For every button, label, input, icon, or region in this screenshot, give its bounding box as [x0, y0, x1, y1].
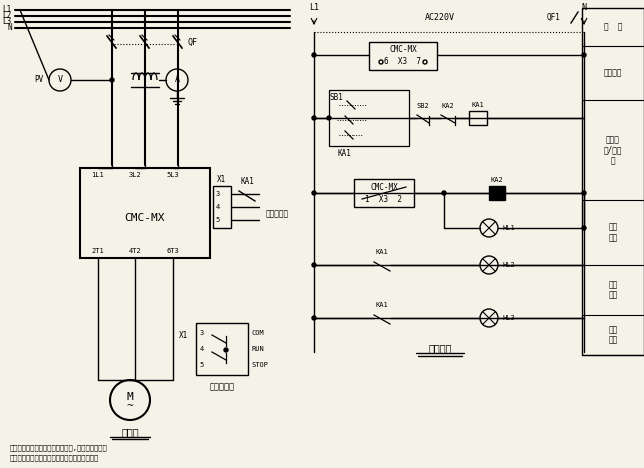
Text: L2: L2 — [3, 12, 12, 21]
Text: QF1: QF1 — [547, 13, 561, 22]
Text: 运行
指示: 运行 指示 — [609, 280, 618, 300]
Text: 停止
指示: 停止 指示 — [609, 325, 618, 345]
Text: KA1: KA1 — [375, 302, 388, 308]
Circle shape — [327, 116, 331, 120]
Circle shape — [110, 78, 114, 82]
Text: 3L2: 3L2 — [129, 172, 142, 178]
Text: 4T2: 4T2 — [129, 248, 142, 254]
Circle shape — [312, 53, 316, 57]
Text: QF: QF — [188, 37, 198, 46]
Text: L3: L3 — [3, 17, 12, 27]
Text: 控制电源: 控制电源 — [603, 68, 622, 78]
Circle shape — [312, 263, 316, 267]
Text: CMC-MX: CMC-MX — [370, 183, 398, 191]
Text: 5L3: 5L3 — [167, 172, 180, 178]
Bar — [469, 111, 487, 125]
Bar — [582, 8, 644, 355]
Text: 双节点控制: 双节点控制 — [209, 382, 234, 392]
Text: 1L1: 1L1 — [91, 172, 104, 178]
Text: COM: COM — [252, 330, 265, 336]
Text: HL1: HL1 — [503, 225, 516, 231]
Text: V: V — [57, 75, 62, 85]
Text: KA1: KA1 — [471, 102, 484, 108]
Circle shape — [582, 191, 586, 195]
Text: X1: X1 — [180, 331, 189, 341]
Circle shape — [312, 191, 316, 195]
Text: CMC-MX: CMC-MX — [389, 45, 417, 54]
Text: 的输出方式进行修改，需对此图做相应的调整。: 的输出方式进行修改，需对此图做相应的调整。 — [10, 455, 99, 461]
Circle shape — [582, 53, 586, 57]
Circle shape — [312, 116, 316, 120]
Text: 4: 4 — [216, 204, 220, 210]
Text: 5: 5 — [200, 362, 204, 368]
Text: SB2: SB2 — [417, 103, 430, 109]
Text: 主回路: 主回路 — [121, 427, 139, 437]
Text: 单节点控制: 单节点控制 — [266, 210, 289, 219]
Bar — [329, 90, 409, 146]
Bar — [80, 168, 210, 258]
Bar — [354, 179, 414, 207]
Text: 故障
指示: 故障 指示 — [609, 223, 618, 242]
Bar — [489, 186, 505, 200]
Circle shape — [312, 316, 316, 320]
Text: 3: 3 — [200, 330, 204, 336]
Text: KA2: KA2 — [442, 103, 455, 109]
Text: 软起动
起/停控
制: 软起动 起/停控 制 — [603, 135, 622, 165]
Text: 6  X3  7: 6 X3 7 — [384, 58, 422, 66]
Text: 2T1: 2T1 — [91, 248, 104, 254]
Text: 微  断: 微 断 — [603, 22, 622, 31]
Bar — [213, 186, 231, 228]
Text: 控制回路: 控制回路 — [428, 343, 451, 353]
Text: ~: ~ — [127, 401, 133, 411]
Text: A: A — [175, 75, 180, 85]
Text: STOP: STOP — [252, 362, 269, 368]
Text: 5: 5 — [216, 217, 220, 223]
Text: N: N — [582, 3, 587, 13]
Text: RUN: RUN — [252, 346, 265, 352]
Text: 3: 3 — [216, 191, 220, 197]
Text: L1: L1 — [3, 6, 12, 15]
Circle shape — [442, 191, 446, 195]
Text: SB1: SB1 — [329, 94, 343, 102]
Text: KA1: KA1 — [337, 149, 351, 159]
Text: L1: L1 — [309, 3, 319, 13]
Text: N: N — [7, 23, 12, 32]
Text: M: M — [127, 392, 133, 402]
Text: KA1: KA1 — [240, 176, 254, 185]
Text: CMC-MX: CMC-MX — [125, 213, 166, 223]
Text: 6T3: 6T3 — [167, 248, 180, 254]
Circle shape — [224, 348, 228, 352]
Bar — [196, 323, 248, 375]
Text: HL2: HL2 — [503, 262, 516, 268]
Text: 1  X3  2: 1 X3 2 — [366, 195, 402, 204]
Circle shape — [582, 226, 586, 230]
Bar — [369, 42, 437, 70]
Text: X1: X1 — [218, 175, 227, 183]
Text: PV: PV — [35, 75, 44, 85]
Text: 4: 4 — [200, 346, 204, 352]
Text: KA1: KA1 — [375, 249, 388, 255]
Text: KA2: KA2 — [491, 177, 504, 183]
Text: HL3: HL3 — [503, 315, 516, 321]
Text: AC220V: AC220V — [425, 13, 455, 22]
Text: 此控制回路图以出厂参数设置为准,如用户对继电器: 此控制回路图以出厂参数设置为准,如用户对继电器 — [10, 445, 108, 451]
